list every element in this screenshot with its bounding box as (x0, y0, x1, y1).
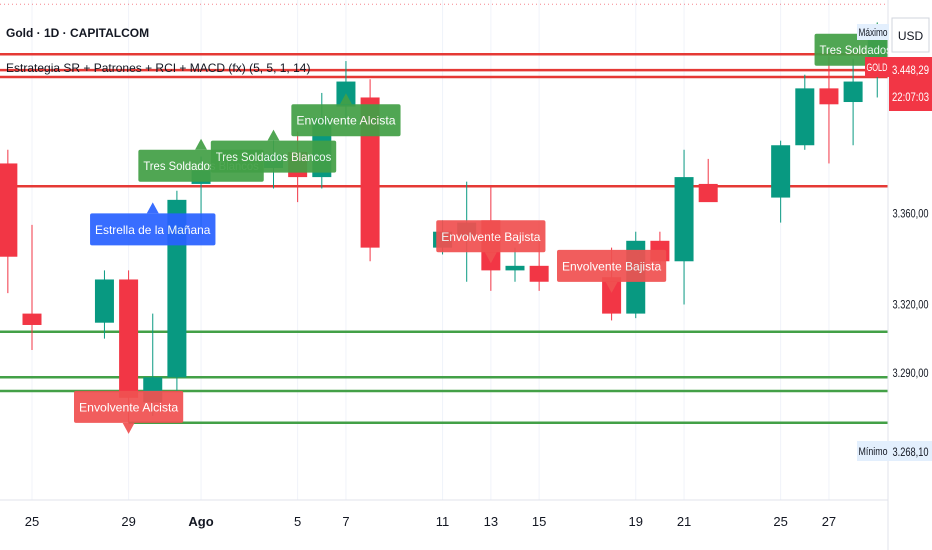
currency-button[interactable] (891, 17, 930, 53)
x-tick-label: 11 (436, 514, 450, 529)
y-tick-label: 3.360,00 (893, 207, 929, 221)
pattern-pointer (484, 252, 497, 264)
pattern-label-text: Tres Soldados Blancos (216, 150, 331, 164)
currency-label: USD (898, 29, 924, 43)
chart-title[interactable]: Gold · 1D · CAPITALCOM (6, 26, 150, 40)
pattern-label-text: Estrella de la Mañana (95, 223, 211, 237)
pattern-label[interactable]: Tres Soldados Blancos (210, 129, 337, 173)
x-tick-label: 19 (629, 514, 643, 529)
candle-body (0, 163, 18, 257)
pattern-label-box (90, 213, 216, 246)
x-tick-label: 29 (121, 514, 135, 529)
pattern-pointer (605, 281, 618, 293)
candle[interactable] (0, 149, 18, 294)
pattern-label-box (557, 249, 667, 282)
min-tag (857, 441, 889, 461)
x-tick-label: 25 (773, 514, 787, 529)
y-tick-label: 3.320,00 (893, 298, 929, 312)
x-tick-label: 15 (532, 514, 546, 529)
candle[interactable] (674, 149, 694, 305)
x-tick-label: 25 (25, 514, 39, 529)
pattern-label[interactable]: Envolvente Bajista (436, 220, 546, 264)
indicator-legend[interactable]: Estrategia SR + Patrones + RCI + MACD (f… (6, 61, 311, 75)
min-tag-text: Mínimo (859, 446, 888, 458)
x-tick-label: 13 (484, 514, 498, 529)
last-price: 3.448,29 (892, 63, 929, 77)
x-tick-label: Ago (188, 514, 213, 529)
candle-body (819, 88, 839, 105)
candle-body (771, 145, 791, 198)
candle[interactable] (795, 74, 815, 150)
candle[interactable] (22, 224, 42, 350)
pattern-label-text: Envolvente Bajista (562, 259, 662, 273)
x-tick-label: 21 (677, 514, 691, 529)
symbol-tag (865, 57, 889, 77)
candle-body (674, 177, 694, 262)
pattern-label-text: Envolvente Alcista (79, 400, 179, 414)
pattern-label-box (210, 140, 337, 173)
pattern-label-box (436, 220, 546, 253)
candle-body (22, 313, 42, 325)
candle[interactable] (843, 58, 863, 146)
pattern-pointer (267, 129, 280, 141)
pattern-label[interactable]: Estrella de la Mañana (90, 202, 216, 246)
x-tick-label: 5 (294, 514, 301, 529)
candle-body (529, 265, 549, 282)
last-price-box (889, 57, 932, 111)
candle-body (843, 81, 863, 103)
pattern-label-box (291, 104, 401, 137)
candle-body (94, 279, 114, 323)
pattern-label[interactable]: Envolvente Alcista (74, 390, 184, 434)
min-value-box (889, 441, 932, 461)
pattern-pointer (339, 93, 352, 105)
x-tick-label: 7 (342, 514, 349, 529)
candle[interactable] (698, 158, 718, 203)
bar-countdown: 22:07:03 (892, 90, 929, 104)
x-tick-label: 27 (822, 514, 836, 529)
min-value: 3.268,10 (893, 445, 929, 459)
pattern-label[interactable]: Envolvente Bajista (557, 249, 667, 293)
candle[interactable] (94, 270, 114, 339)
max-tag (857, 24, 889, 40)
pattern-label-box (74, 390, 184, 423)
pattern-label[interactable]: Envolvente Alcista (291, 93, 401, 137)
candle-body (795, 88, 815, 146)
candle-body (119, 279, 139, 398)
candle[interactable] (771, 140, 791, 223)
candle[interactable] (819, 56, 839, 164)
pattern-pointer (122, 422, 135, 434)
candle[interactable] (505, 247, 525, 282)
candle-body (602, 277, 622, 314)
pattern-label-text: Envolvente Alcista (296, 114, 396, 128)
y-tick-label: 3.290,00 (893, 366, 929, 380)
pattern-pointer (195, 138, 208, 150)
pattern-pointer (146, 202, 159, 214)
candle-body (698, 183, 718, 203)
pattern-label-text: Envolvente Bajista (441, 230, 541, 244)
max-tag-text: Máximo (859, 27, 888, 39)
symbol-tag-text: GOLD (867, 62, 888, 74)
candle-body (505, 265, 525, 271)
